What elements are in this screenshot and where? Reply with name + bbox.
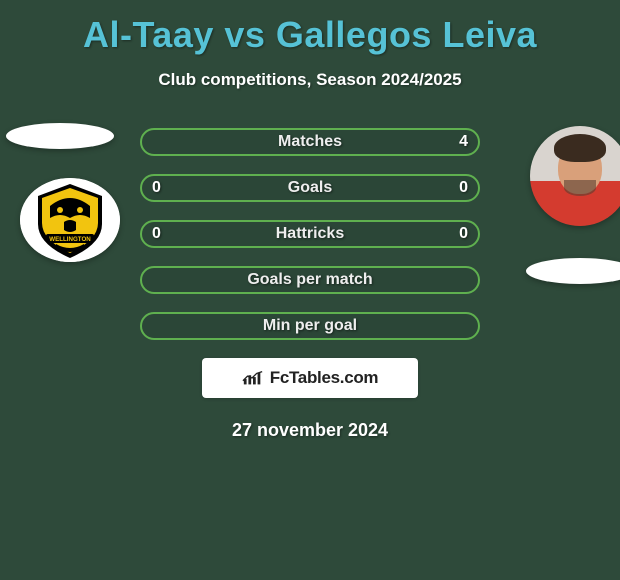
page-subtitle: Club competitions, Season 2024/2025 bbox=[0, 70, 620, 90]
stat-label: Hattricks bbox=[276, 225, 344, 243]
stat-row-matches: Matches 4 bbox=[140, 128, 480, 156]
stat-row-goals: 0 Goals 0 bbox=[140, 174, 480, 202]
stat-row-hattricks: 0 Hattricks 0 bbox=[140, 220, 480, 248]
stat-right-value: 0 bbox=[459, 225, 468, 243]
bar-chart-icon bbox=[242, 369, 264, 387]
page-title: Al-Taay vs Gallegos Leiva bbox=[0, 0, 620, 56]
stat-left-value: 0 bbox=[152, 179, 161, 197]
stat-label: Matches bbox=[278, 133, 342, 151]
stat-label: Goals bbox=[288, 179, 332, 197]
footer-date: 27 november 2024 bbox=[0, 420, 620, 441]
comparison-card: Al-Taay vs Gallegos Leiva Club competiti… bbox=[0, 0, 620, 580]
brand-badge[interactable]: FcTables.com bbox=[202, 358, 418, 398]
stat-row-min-per-goal: Min per goal bbox=[140, 312, 480, 340]
brand-text: FcTables.com bbox=[270, 368, 379, 388]
stat-right-value: 4 bbox=[459, 133, 468, 151]
stats-list: Matches 4 0 Goals 0 0 Hattricks 0 Goals … bbox=[0, 128, 620, 340]
stat-row-goals-per-match: Goals per match bbox=[140, 266, 480, 294]
stat-right-value: 0 bbox=[459, 179, 468, 197]
stat-label: Min per goal bbox=[263, 317, 357, 335]
stat-left-value: 0 bbox=[152, 225, 161, 243]
stat-label: Goals per match bbox=[247, 271, 372, 289]
